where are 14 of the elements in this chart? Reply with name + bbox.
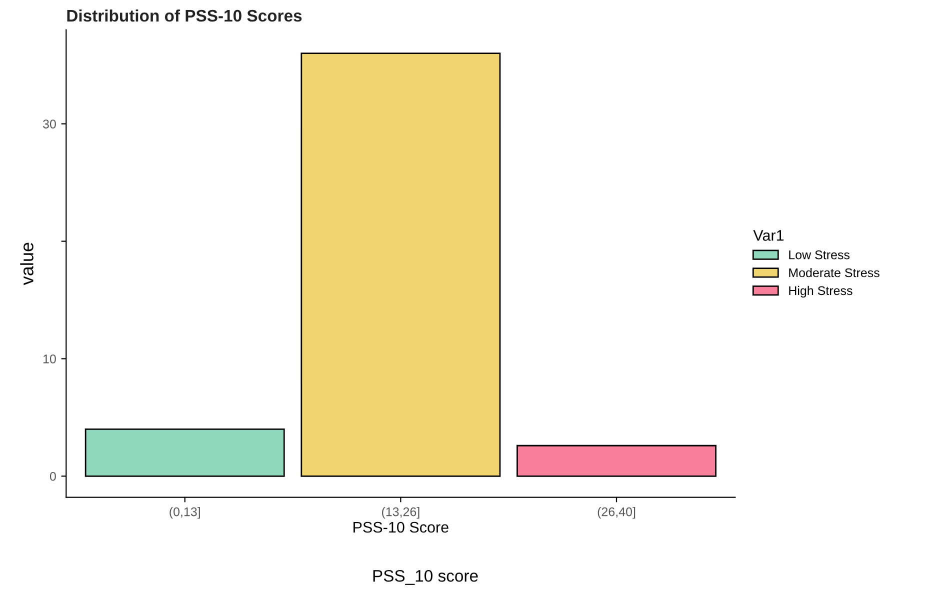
legend-label: Low Stress xyxy=(789,250,850,260)
x-tick-label: (0,13] xyxy=(170,507,200,519)
text: PSS_10 score xyxy=(373,570,478,585)
chart-title: Distribution of PSS-10 Scores xyxy=(67,9,302,22)
x-tick-label: (26,40] xyxy=(598,507,636,519)
y-tick-label: 30 xyxy=(43,120,56,128)
x-axis-title: PSS-10 Score xyxy=(354,522,448,533)
legend-label: Moderate Stress xyxy=(789,268,880,278)
legend-label: High Stress xyxy=(789,286,852,298)
y-tick-label: 0 xyxy=(50,472,56,481)
legend-title: Var1 xyxy=(753,230,784,241)
y-axis-title: value xyxy=(20,242,34,286)
x-tick-label: (13,26] xyxy=(382,507,420,519)
y-tick-label: 10 xyxy=(43,354,56,364)
